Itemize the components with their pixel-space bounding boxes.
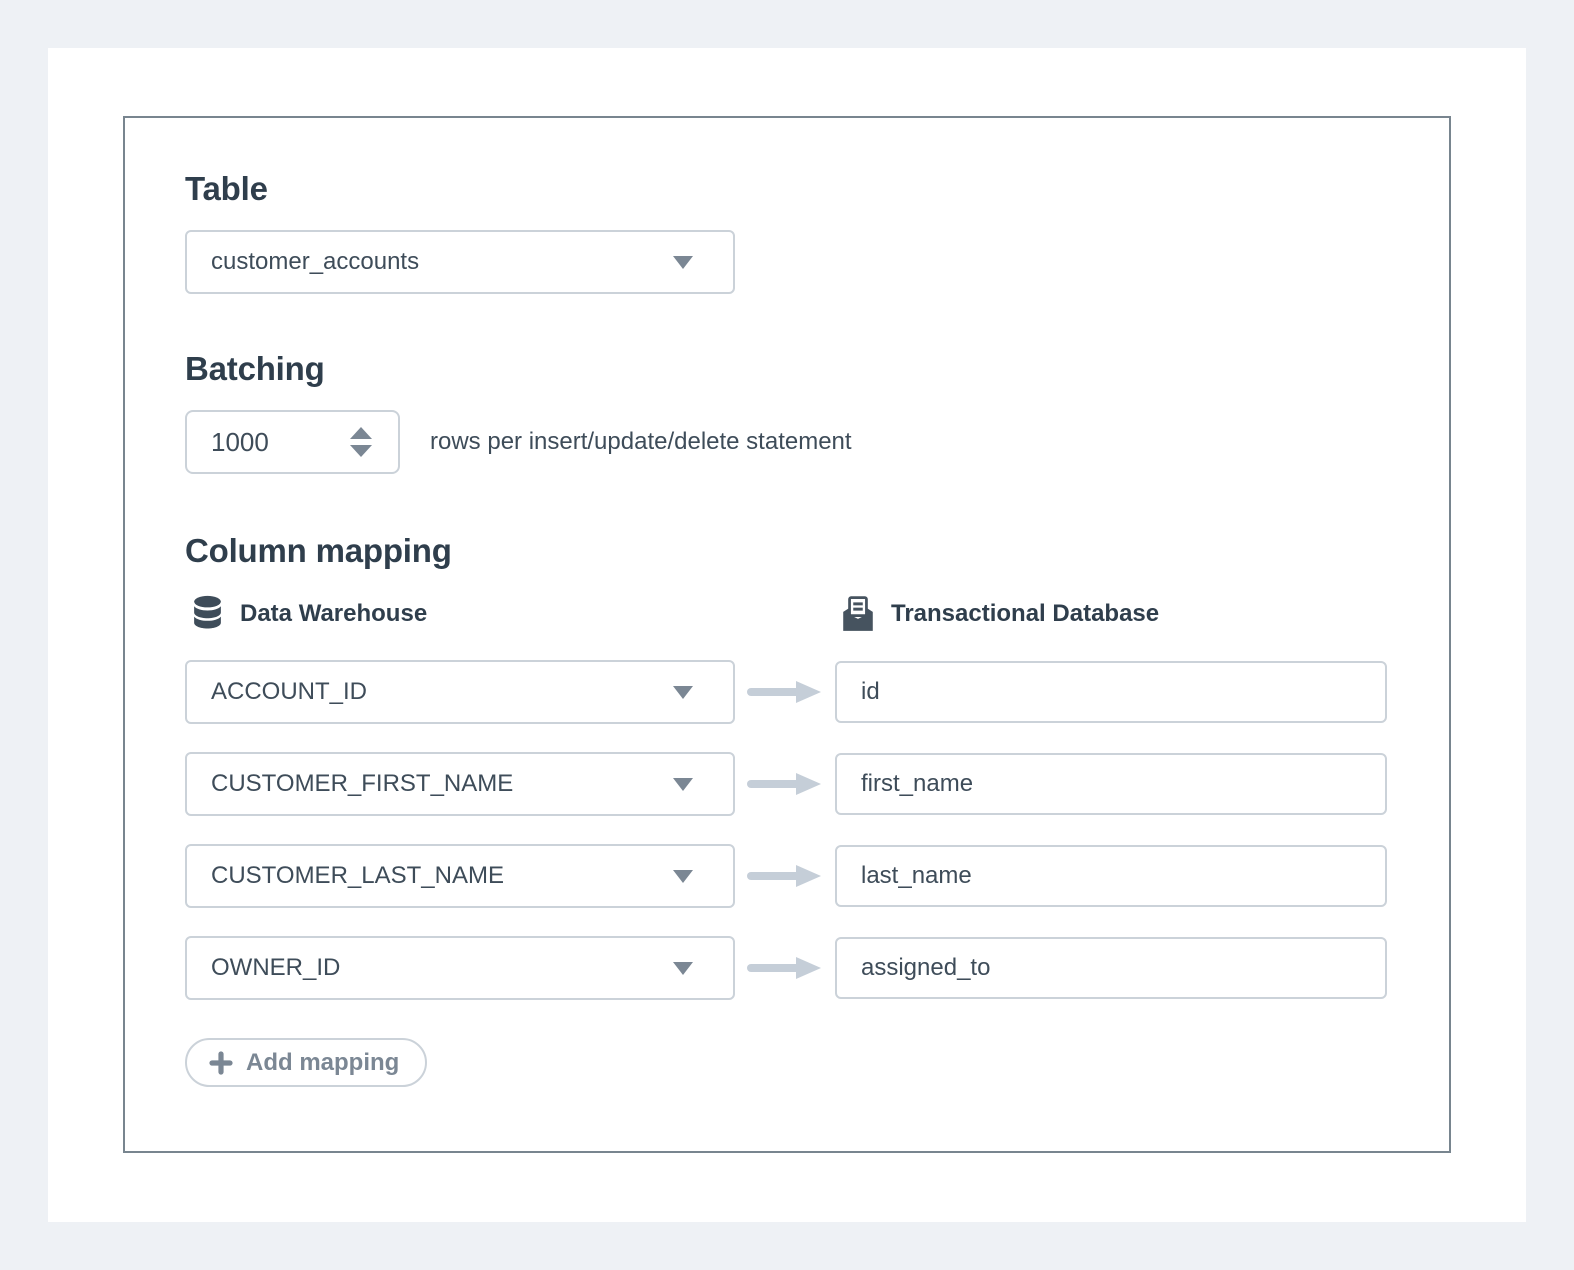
source-column-value: CUSTOMER_LAST_NAME: [211, 862, 504, 889]
target-column-label: Transactional Database: [891, 600, 1160, 627]
chevron-down-icon: [673, 777, 693, 791]
batching-section-heading: Batching: [185, 350, 325, 387]
right-arrow-icon: [747, 865, 821, 887]
target-column-input[interactable]: [835, 845, 1387, 907]
right-arrow-icon: [747, 773, 821, 795]
mapping-rows: ACCOUNT_ID CUSTOMER_FIRST_NAME: [185, 660, 1389, 1000]
mapping-arrow: [735, 955, 835, 981]
number-stepper: [350, 427, 372, 457]
mapping-arrow: [735, 771, 835, 797]
target-column-header: Transactional Database: [835, 594, 1387, 634]
source-column-value: OWNER_ID: [211, 954, 341, 981]
source-column-value: ACCOUNT_ID: [211, 678, 368, 705]
chevron-down-icon: [673, 869, 693, 883]
batch-size-field: [185, 410, 400, 474]
chevron-down-icon: [673, 685, 693, 699]
table-select[interactable]: customer_accounts: [185, 230, 735, 294]
chevron-down-icon: [673, 961, 693, 975]
table-section-heading: Table: [185, 170, 268, 207]
database-icon: [189, 594, 226, 634]
plus-icon: [209, 1050, 233, 1075]
right-arrow-icon: [747, 957, 821, 979]
target-column-input[interactable]: [835, 661, 1387, 723]
batching-row: rows per insert/update/delete statement: [185, 410, 1389, 474]
chevron-down-icon: [673, 255, 693, 269]
inbox-document-icon: [839, 594, 877, 634]
stepper-up-icon[interactable]: [350, 427, 372, 439]
sync-config-panel: Table customer_accounts Batching rows pe…: [123, 116, 1451, 1153]
target-column-input[interactable]: [835, 937, 1387, 999]
mapping-arrow: [735, 863, 835, 889]
mapping-column-headers: Data Warehouse Transactional Database: [185, 594, 1389, 634]
batch-size-input[interactable]: [193, 426, 303, 458]
target-column-input[interactable]: [835, 753, 1387, 815]
source-column-label: Data Warehouse: [240, 600, 428, 627]
table-select-value: customer_accounts: [211, 248, 420, 275]
source-column-header: Data Warehouse: [185, 594, 735, 634]
add-mapping-button[interactable]: Add mapping: [185, 1038, 428, 1087]
source-column-select[interactable]: CUSTOMER_LAST_NAME: [185, 844, 735, 908]
batch-size-description: rows per insert/update/delete statement: [430, 428, 852, 455]
settings-card: Table customer_accounts Batching rows pe…: [48, 48, 1526, 1222]
right-arrow-icon: [747, 681, 821, 703]
mapping-arrow: [735, 679, 835, 705]
source-column-select[interactable]: ACCOUNT_ID: [185, 660, 735, 724]
source-column-select[interactable]: OWNER_ID: [185, 936, 735, 1000]
stepper-down-icon[interactable]: [350, 445, 372, 457]
add-mapping-label: Add mapping: [246, 1048, 400, 1076]
column-mapping-heading: Column mapping: [185, 532, 452, 569]
source-column-select[interactable]: CUSTOMER_FIRST_NAME: [185, 752, 735, 816]
source-column-value: CUSTOMER_FIRST_NAME: [211, 770, 514, 797]
